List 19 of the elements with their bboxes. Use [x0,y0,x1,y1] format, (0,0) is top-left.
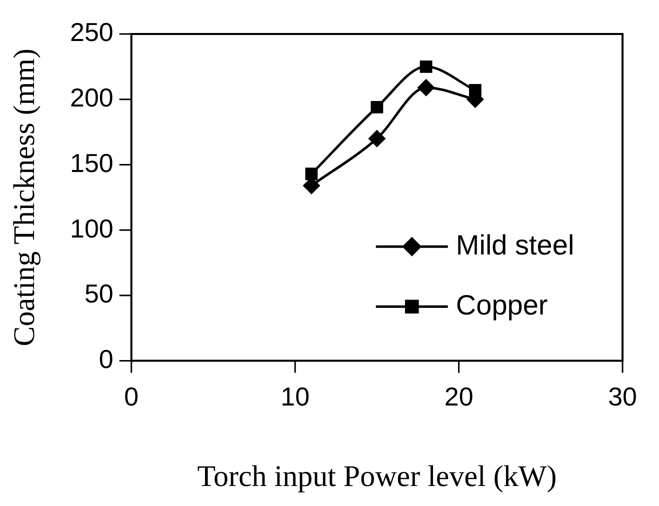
y-tick-label: 0 [98,344,114,374]
y-axis-title: Coating Thickness (mm) [8,48,41,346]
y-tick-label: 250 [70,17,114,48]
y-tick-label: 100 [70,213,114,244]
x-axis-title: Torch input Power level (kW) [197,460,557,493]
legend-label: Copper [456,289,548,320]
y-tick-label: 150 [70,148,114,178]
point [368,130,386,147]
x-tick-label: 0 [124,382,139,412]
x-tick-label: 30 [608,382,637,412]
legend-label: Mild steel [456,229,574,260]
point [418,79,434,96]
x-tick-label: 10 [280,382,310,412]
point [305,168,318,180]
point [420,60,432,73]
point [370,101,384,114]
x-tick-label: 20 [444,382,474,412]
y-tick-label: 50 [84,278,114,309]
y-tick-label: 200 [70,82,114,113]
